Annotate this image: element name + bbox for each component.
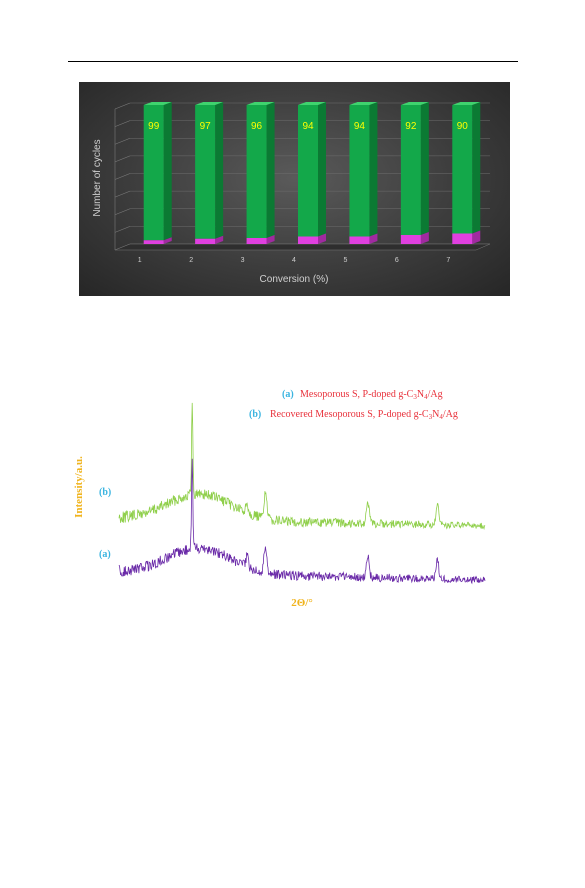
bar bbox=[195, 105, 216, 239]
bar-chart-gridline-depth bbox=[114, 190, 131, 198]
bar-base-side bbox=[318, 233, 326, 244]
legend-text: Recovered Mesoporous S, P-doped g-C3N4/A… bbox=[270, 409, 458, 421]
bar-top bbox=[143, 102, 172, 105]
bar-base-side bbox=[215, 235, 224, 244]
bar-value-label: 96 bbox=[251, 121, 263, 132]
bar-base bbox=[246, 238, 267, 244]
bar-top bbox=[195, 102, 224, 105]
legend-text: Mesoporous S, P-doped g-C3N4/Ag bbox=[300, 389, 443, 401]
bar-top bbox=[246, 102, 275, 105]
bar-chart-floor bbox=[114, 243, 491, 251]
xrd-x-axis-label: 2Θ/° bbox=[291, 597, 313, 609]
bar-side bbox=[420, 102, 429, 235]
bar bbox=[143, 105, 164, 241]
bar-base-side bbox=[420, 232, 429, 244]
bar-base bbox=[195, 238, 216, 244]
bar-base bbox=[400, 235, 421, 244]
bar-group: 97 2 bbox=[189, 102, 224, 264]
xrd-series-a-label: (a) bbox=[99, 549, 111, 560]
xrd-chart: (a) Mesoporous S, P-doped g-C3N4/Ag (b) Rec… bbox=[73, 389, 486, 609]
bar-category-label: 3 bbox=[241, 257, 245, 264]
bar-side bbox=[369, 102, 378, 237]
bar-base bbox=[298, 236, 318, 244]
bar-chart-x-axis-label: Conversion (%) bbox=[260, 274, 329, 285]
xrd-chart-series bbox=[118, 402, 486, 585]
bar-top bbox=[349, 102, 378, 105]
bar-base bbox=[349, 236, 370, 244]
bar-value-label: 94 bbox=[354, 121, 366, 132]
bar-value-label: 90 bbox=[457, 121, 469, 132]
bar-group: 94 5 bbox=[343, 102, 378, 264]
bar-top bbox=[298, 102, 326, 105]
bar bbox=[452, 105, 473, 234]
bar-chart-gridline-depth bbox=[114, 155, 131, 163]
bar-chart-gridline-depth bbox=[114, 226, 131, 233]
xrd-chart-legend: (a) Mesoporous S, P-doped g-C3N4/Ag (b) Rec… bbox=[249, 389, 458, 421]
bar-group: 96 3 bbox=[241, 102, 275, 264]
bar bbox=[400, 105, 421, 235]
xrd-series-b-line bbox=[118, 402, 486, 531]
legend-tag: (b) bbox=[249, 409, 261, 420]
bar-side bbox=[215, 102, 224, 239]
bar bbox=[246, 105, 267, 238]
bar-side bbox=[318, 102, 326, 237]
bar-chart-gridline-depth bbox=[114, 137, 131, 145]
bar-value-label: 92 bbox=[405, 121, 417, 132]
bar-side bbox=[163, 102, 172, 241]
bar-base bbox=[143, 240, 164, 244]
bar-base-side bbox=[369, 233, 378, 244]
bar-value-label: 94 bbox=[302, 121, 314, 132]
bar-base bbox=[452, 233, 473, 244]
bar-chart-gridline-depth bbox=[114, 102, 131, 110]
bar-category-label: 7 bbox=[446, 257, 450, 264]
bar-top bbox=[452, 102, 481, 105]
bar-chart-bars: 99 1 97 2 96 3 94 4 94 5 92 6 90 7 bbox=[138, 102, 481, 264]
bar-top bbox=[400, 102, 429, 105]
bar-chart-y-axis-label: Number of cycles bbox=[92, 139, 103, 216]
bar-value-label: 99 bbox=[148, 121, 160, 132]
xrd-series-b-label: (b) bbox=[99, 487, 111, 498]
bar-category-label: 1 bbox=[138, 257, 142, 264]
bar-value-label: 97 bbox=[200, 121, 212, 132]
bar-group: 99 1 bbox=[138, 102, 172, 264]
bar-category-label: 4 bbox=[292, 257, 296, 264]
bar-chart-gridline-depth bbox=[114, 208, 131, 216]
bar-category-label: 5 bbox=[343, 257, 347, 264]
bar-base-side bbox=[266, 235, 275, 244]
bar-chart-gridline-depth bbox=[114, 173, 131, 180]
legend-tag: (a) bbox=[282, 389, 294, 400]
bar-base-side bbox=[163, 237, 172, 244]
bar bbox=[298, 105, 318, 237]
bar-group: 90 7 bbox=[446, 102, 481, 264]
bar-side bbox=[266, 102, 275, 238]
bar-chart: 99 1 97 2 96 3 94 4 94 5 92 6 90 7 Number of cycles C… bbox=[92, 102, 491, 285]
bar-side bbox=[472, 102, 481, 234]
page-header-rule bbox=[68, 61, 518, 62]
bar-category-label: 6 bbox=[395, 257, 399, 264]
xrd-series-a-line bbox=[118, 458, 486, 585]
bar-category-label: 2 bbox=[189, 257, 193, 264]
bar-group: 92 6 bbox=[395, 102, 429, 264]
bar-group: 94 4 bbox=[292, 102, 326, 264]
bar bbox=[349, 105, 370, 237]
bar-base-side bbox=[472, 230, 481, 244]
xrd-y-axis-label: Intensity/a.u. bbox=[73, 456, 85, 518]
bar-chart-gridline-depth bbox=[114, 120, 131, 127]
